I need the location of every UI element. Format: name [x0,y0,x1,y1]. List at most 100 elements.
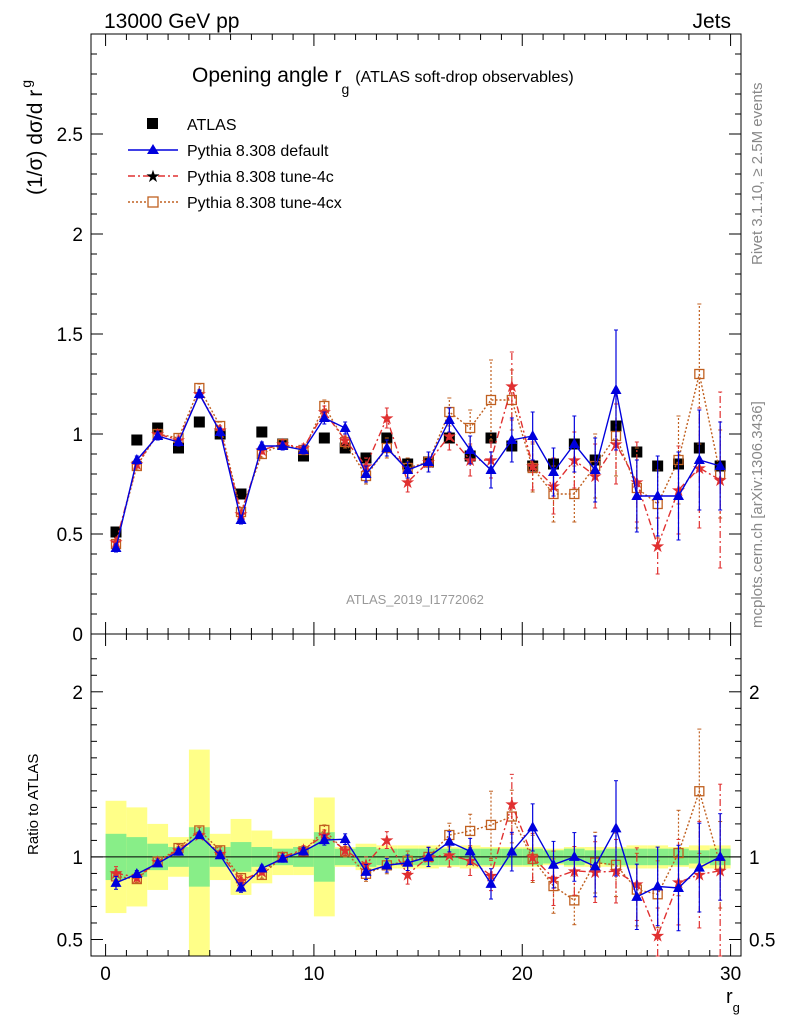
ratio-y-tick-label-right: 0.5 [749,930,775,951]
ratio-y-tick-label-right: 1 [749,848,760,869]
marker-open-square [694,786,705,797]
marker-triangle [506,434,518,444]
marker-star: ★ [650,927,665,946]
marker-star: ★ [525,848,540,867]
marker-triangle [277,852,289,863]
atlas-data-point [298,450,309,462]
marker-triangle [673,882,684,893]
marker-triangle [631,490,643,500]
marker-triangle [568,438,580,448]
marker-triangle [568,850,580,861]
marker-triangle [402,856,414,867]
x-tick-label: 30 [720,964,741,985]
marker-triangle [152,857,164,868]
marker-triangle [527,430,539,440]
marker-star: ★ [108,864,123,883]
marker-triangle [548,466,559,476]
plot-title-subscript: g [341,81,349,97]
marker-triangle [714,460,726,470]
marker-triangle [589,860,601,871]
legend-default-marker [147,144,159,154]
mcplots-note: mcplots.cern.ch [arXiv:1306.3436] [749,401,766,628]
atlas-data-point [131,434,143,446]
marker-open-square [319,400,330,412]
x-tick-label: 10 [303,964,324,985]
marker-triangle [464,845,476,856]
marker-triangle [610,384,622,394]
marker-triangle [256,862,268,873]
main-ylabel: (1/σ) dσ/d rg [18,80,47,195]
marker-triangle [339,833,351,844]
marker-open-square [485,819,497,831]
legend-tune4c-label: Pythia 8.308 tune-4c [187,169,334,186]
x-tick-label: 20 [512,964,533,985]
analysis-watermark: ATLAS_2019_I1772062 [346,592,484,607]
marker-triangle [131,454,143,464]
marker-triangle [193,829,205,840]
marker-triangle [381,442,393,452]
header-energy: 13000 GeV pp [104,10,239,33]
marker-triangle [214,849,226,860]
marker-star: ★ [504,795,519,814]
ratio-y-tick-label: 2 [72,683,83,704]
marker-triangle [673,490,684,500]
main-y-tick-label: 1.5 [57,325,83,346]
marker-triangle [277,440,289,450]
marker-triangle [235,881,247,892]
legend-tune4c-marker: ★ [145,167,160,186]
marker-star: ★ [442,427,457,446]
x-tick-label: 0 [100,964,111,985]
marker-triangle [360,865,372,876]
legend-tune4cx-marker [147,196,159,208]
marker-star: ★ [504,377,519,396]
marker-triangle [360,468,372,478]
ratio-y-tick-label: 0.5 [57,930,83,951]
marker-triangle [193,388,205,398]
marker-open-square [694,368,705,380]
marker-open-square [465,825,476,837]
marker-triangle [652,490,664,500]
marker-triangle [339,422,351,432]
atlas-data-point [152,422,164,434]
marker-triangle [548,858,559,869]
main-panel-series: ★★★★★★★★★★★★★★★★★★★★★★★★★★★★★★ [108,303,728,575]
x-axis-label: rg [726,986,740,1015]
marker-open-square [465,422,476,434]
main-y-tick-label: 0 [72,625,83,646]
marker-star: ★ [400,473,415,492]
marker-triangle [485,464,497,474]
marker-triangle [443,414,455,424]
marker-triangle [402,464,414,474]
main-y-tick-label: 2.5 [57,125,83,146]
ratio-y-tick-label: 1 [72,848,83,869]
series-line-def [115,389,721,549]
marker-triangle [298,845,309,856]
marker-open-square [340,846,351,857]
marker-triangle [256,440,268,450]
marker-open-square [485,394,497,406]
main-ylabel-subscript: g [18,80,34,88]
header-category: Jets [692,10,731,33]
atlas-data-point [318,432,330,444]
atlas-data-point [256,426,268,438]
marker-star: ★ [442,846,457,865]
legend-tune4cx-label: Pythia 8.308 tune-4cx [187,195,342,212]
marker-star: ★ [379,409,394,428]
marker-triangle [423,456,434,466]
marker-star: ★ [233,872,248,891]
marker-triangle [235,514,247,524]
marker-triangle [110,542,122,552]
legend-atlas-label: ATLAS [187,117,237,134]
marker-triangle [214,426,226,436]
marker-triangle [443,835,455,846]
marker-triangle [527,821,539,832]
ratio-ylabel: Ratio to ATLAS [25,754,42,855]
plot-title: Opening angle rg(ATLAS soft-drop observa… [192,64,574,97]
marker-triangle [318,834,330,845]
legend-default-label: Pythia 8.308 default [187,143,329,160]
legend-atlas-marker [147,118,158,129]
ratio-panel-axes: 0 10 20 30 0.5 0.5 1 1 2 2 [57,633,775,985]
marker-star: ★ [525,457,540,476]
ratio-y-tick-label-right: 2 [749,683,760,704]
plot-title-suffix: (ATLAS soft-drop observables) [355,69,573,86]
